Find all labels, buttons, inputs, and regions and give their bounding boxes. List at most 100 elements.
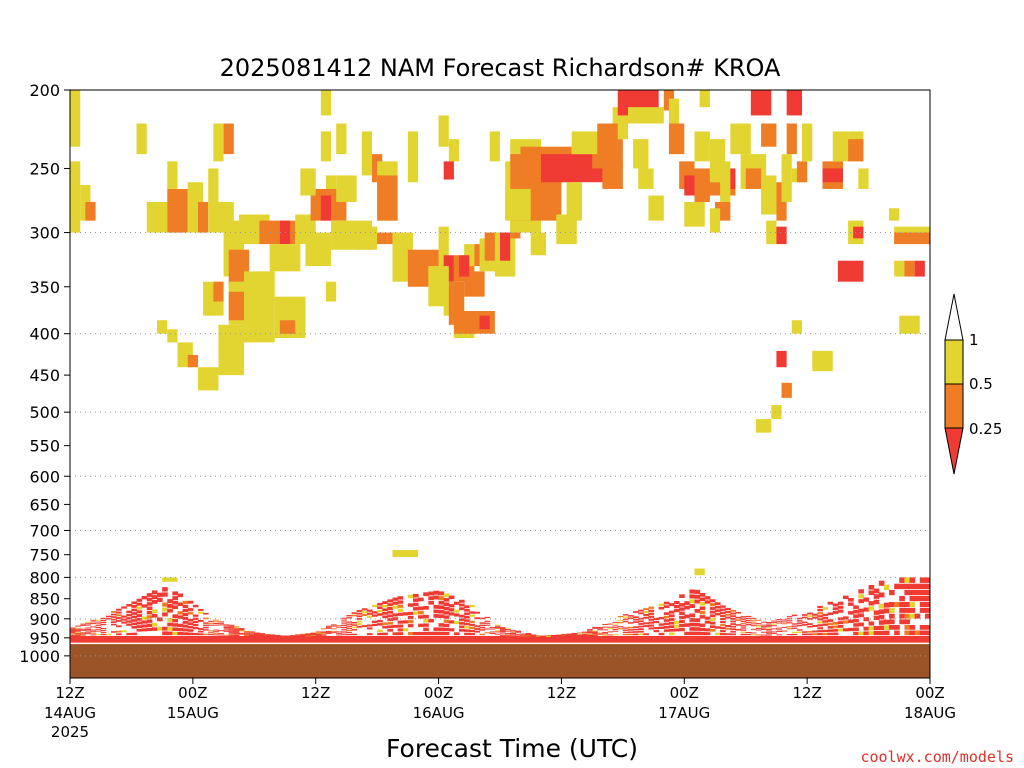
bl-cell	[341, 617, 347, 619]
bl-cell	[832, 603, 839, 607]
bl-cell	[592, 634, 598, 636]
bl-cell	[95, 625, 102, 627]
bl-cell	[336, 631, 342, 633]
bl-cell	[387, 614, 393, 618]
bl-cell	[715, 605, 721, 609]
bl-cell	[720, 633, 726, 636]
bl-cell	[351, 614, 358, 617]
bl-cell	[755, 623, 762, 625]
ri-cell	[70, 161, 81, 233]
bl-cell	[459, 603, 465, 607]
bl-cell	[807, 623, 813, 625]
bl-cell	[899, 577, 905, 583]
bl-cell	[561, 635, 568, 644]
bl-cell	[607, 623, 614, 625]
bl-cell	[540, 635, 547, 644]
bl-cell	[755, 619, 762, 621]
bl-cell	[453, 632, 460, 636]
bl-cell	[868, 631, 875, 636]
bl-cell	[679, 628, 685, 632]
bl-cell	[791, 625, 798, 627]
bl-cell	[274, 635, 281, 637]
ri-cell	[776, 226, 787, 245]
bl-cell	[505, 629, 511, 631]
bl-cell	[356, 625, 363, 628]
bl-cell	[807, 635, 813, 644]
bl-cell	[361, 611, 368, 614]
bl-cell	[433, 604, 440, 609]
bl-cell	[581, 635, 588, 644]
bl-cell	[566, 634, 573, 636]
bl-cell	[484, 635, 491, 644]
bl-cell	[612, 630, 619, 632]
bl-cell	[612, 628, 619, 630]
bl-cell	[817, 624, 823, 627]
bl-cell	[653, 626, 660, 630]
bl-cell	[622, 635, 629, 644]
bl-cell	[812, 616, 818, 619]
bl-cell	[151, 627, 158, 631]
bl-cell	[131, 615, 138, 619]
bl-cell	[617, 635, 624, 644]
bl-cell	[812, 613, 818, 616]
bl-cell	[116, 630, 122, 633]
bl-cell	[146, 602, 153, 606]
bl-cell	[822, 623, 829, 626]
bl-cell	[894, 602, 900, 608]
bl-cell	[341, 630, 347, 632]
ri-cell	[771, 405, 782, 420]
bl-cell	[182, 628, 189, 632]
bl-cell	[208, 630, 214, 632]
bl-cell	[878, 625, 885, 631]
bl-cell	[817, 630, 823, 633]
bl-cell	[320, 633, 327, 635]
bl-cell	[868, 635, 875, 644]
bl-cell	[720, 608, 726, 611]
bl-cell	[187, 611, 194, 615]
bl-cell	[587, 629, 593, 631]
bl-cell	[377, 606, 383, 610]
bl-cell	[397, 612, 404, 616]
bl-cell	[771, 631, 777, 633]
bl-cell	[131, 601, 138, 605]
bl-cell	[203, 626, 209, 629]
bl-cell	[310, 634, 317, 636]
bl-cell	[197, 633, 204, 636]
bl-cell	[807, 612, 813, 615]
bl-cell	[197, 628, 204, 630]
bl-cell	[842, 616, 849, 620]
bl-cell	[802, 616, 808, 619]
bl-cell	[873, 635, 880, 644]
bl-cell	[822, 635, 829, 644]
y-tick-label: 850	[29, 590, 60, 609]
bl-cell	[740, 616, 747, 618]
bl-cell	[674, 600, 680, 605]
bl-cell	[622, 618, 629, 621]
bl-cell	[791, 631, 798, 634]
ri-cell	[459, 255, 470, 277]
bl-cell	[121, 630, 127, 633]
bl-cell	[141, 624, 148, 628]
bl-cell	[341, 623, 347, 625]
bl-cell	[126, 632, 132, 636]
bl-cell	[238, 628, 245, 630]
bl-cell	[817, 618, 823, 621]
ri-cell	[761, 123, 777, 147]
bl-cell	[720, 624, 726, 627]
bl-cell	[766, 624, 772, 626]
bl-cell	[346, 627, 353, 630]
bl-cell	[894, 583, 900, 590]
bl-cell	[781, 623, 788, 625]
bl-cell	[223, 630, 230, 632]
bl-cell	[438, 623, 445, 627]
bl-cell	[377, 609, 383, 613]
bl-cell	[883, 635, 890, 644]
bl-cell	[674, 628, 680, 632]
bl-cell	[233, 631, 240, 633]
bl-cell	[228, 634, 235, 636]
bl-cell	[448, 620, 455, 624]
bl-cell	[638, 617, 644, 620]
bl-cell	[356, 620, 363, 623]
bl-cell	[556, 635, 562, 644]
bl-cell	[602, 633, 608, 635]
